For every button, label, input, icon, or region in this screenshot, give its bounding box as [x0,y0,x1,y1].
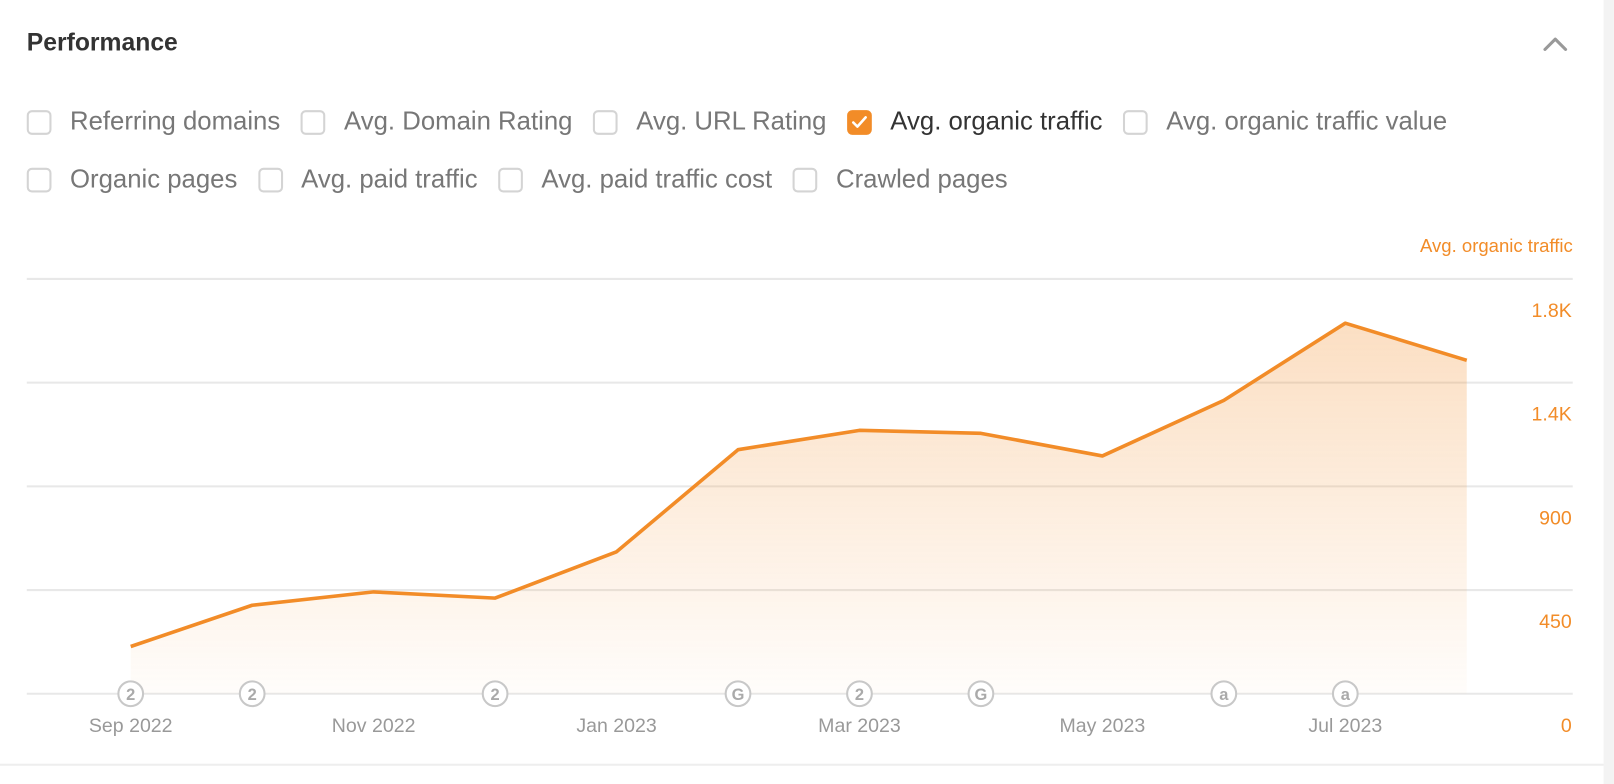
checkbox-avg-domain-rating[interactable]: Avg. Domain Rating [300,107,573,137]
checkbox-label: Referring domains [69,107,281,136]
checkbox-avg-paid-traffic-cost[interactable]: Avg. paid traffic cost [498,165,772,195]
x-tick-label: Sep 2022 [89,715,173,737]
y-tick-label: 450 [1539,611,1572,633]
x-tick-label: Mar 2023 [818,715,901,737]
checkbox-avg-url-rating[interactable]: Avg. URL Rating [593,107,826,137]
annotation-label: G [732,686,745,704]
series-axis-label: Avg. organic traffic [1419,235,1573,257]
checkbox-crawled-pages[interactable]: Crawled pages [792,164,1008,195]
annotation-label: a [1219,686,1229,704]
annotation-marker-icon [967,680,995,708]
annotation-marker-icon [724,680,752,708]
series-line [130,321,1468,649]
y-tick-label: 1.4K [1532,404,1572,426]
checkbox-icon[interactable] [257,167,283,192]
checkbox-label: Avg. organic traffic [890,107,1103,136]
annotation-marker-icon [1331,680,1359,708]
annotation-marker-icon [1210,680,1238,708]
annotation-marker-icon [846,680,873,708]
x-tick-label: Jan 2023 [576,715,657,737]
y-tick-label: 1.8K [1532,300,1572,322]
checkbox-icon[interactable] [26,167,52,192]
checkbox-avg-organic-traffic[interactable]: Avg. organic traffic [847,107,1102,137]
scrollbar[interactable] [1603,0,1614,784]
checkbox-icon[interactable] [300,109,326,135]
x-tick-label: May 2023 [1059,715,1145,737]
annotation-marker-icon [238,680,266,708]
checkbox-icon[interactable] [1123,109,1148,135]
annotation-label: G [975,686,988,704]
annotation-label: 2 [491,686,500,704]
x-tick-label: Nov 2022 [332,715,416,737]
checkbox-icon[interactable] [792,167,818,192]
checkbox-label: Avg. paid traffic [301,164,478,194]
series-area [130,323,1467,694]
checkbox-label: Avg. Domain Rating [344,107,573,136]
annotation-label: 2 [248,686,257,704]
checkbox-organic-pages[interactable]: Organic pages [26,164,238,195]
checkbox-avg-paid-traffic[interactable]: Avg. paid traffic [257,164,478,195]
checkbox-label: Organic pages [69,164,238,194]
annotation-marker-icon [481,680,509,708]
checkbox-icon[interactable] [498,167,523,192]
x-tick-label: Jul 2023 [1308,715,1382,737]
checkbox-icon[interactable] [593,109,618,135]
checkbox-avg-organic-traffic-value[interactable]: Avg. organic traffic value [1123,107,1447,137]
checkbox-icon[interactable] [26,109,52,135]
checkbox-label: Avg. organic traffic value [1166,107,1448,136]
divider [0,763,1604,766]
checkbox-label: Crawled pages [836,164,1008,194]
annotation-label: 2 [855,686,864,704]
annotation-label: 2 [126,686,135,704]
y-tick-label: 0 [1561,715,1572,737]
checkbox-referring-domains[interactable]: Referring domains [26,107,281,137]
metric-checkbox-row: Organic pages Avg. paid traffic Avg. paid … [26,164,1028,195]
y-tick-label: 900 [1539,507,1572,529]
checkbox-label: Avg. paid traffic cost [541,164,773,194]
checkbox-checked-icon[interactable] [847,109,872,135]
panel-title: Performance [26,28,178,57]
checkbox-label: Avg. URL Rating [636,107,827,136]
metric-checkbox-row: Referring domains Avg. Domain Rating Avg. … [26,107,1468,137]
annotation-marker-icon [117,680,145,708]
annotation-label: a [1341,686,1351,704]
chevron-up-icon[interactable] [1540,31,1571,58]
